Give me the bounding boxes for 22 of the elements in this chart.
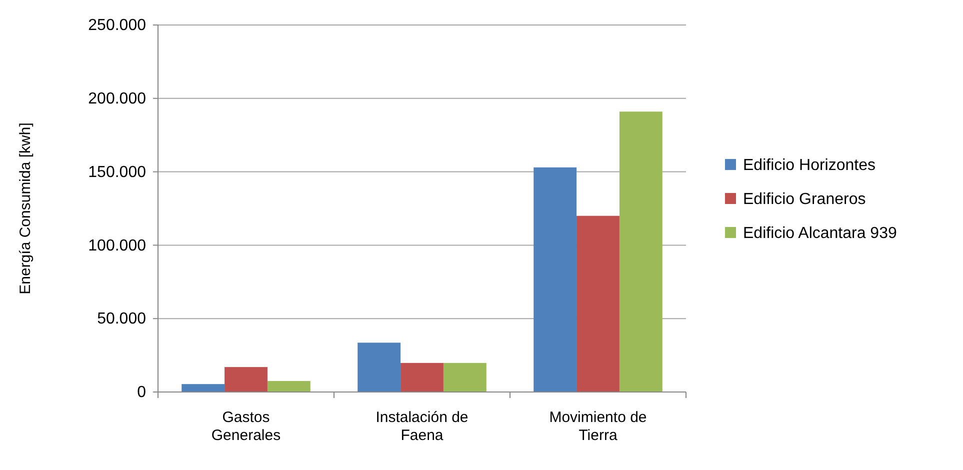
bar — [576, 216, 620, 392]
legend-label: Edificio Alcantara 939 — [743, 225, 897, 242]
bar — [224, 367, 268, 392]
y-tick-label: 100.000 — [88, 237, 146, 254]
x-tick-label: Movimiento de Tierra — [549, 409, 647, 444]
x-tick-label: Instalación de Faena — [376, 409, 468, 444]
bar — [400, 362, 444, 392]
y-tick-label: 250.000 — [88, 17, 146, 34]
y-tick-label: 200.000 — [88, 90, 146, 108]
y-tick-label: 0 — [137, 384, 146, 402]
legend-label: Edificio Horizontes — [743, 157, 876, 174]
y-tick-label: 50.000 — [97, 310, 146, 328]
bar — [443, 362, 486, 392]
bar — [358, 342, 401, 392]
y-axis-title: Energía Consumida [kwh] — [17, 122, 34, 294]
bar — [619, 112, 662, 392]
bar — [182, 384, 225, 392]
legend-label: Edificio Graneros — [743, 191, 866, 208]
bar — [534, 167, 577, 392]
x-tick-label: Gastos Generales — [211, 409, 281, 444]
y-tick-label: 150.000 — [88, 164, 146, 181]
bar — [267, 380, 310, 392]
